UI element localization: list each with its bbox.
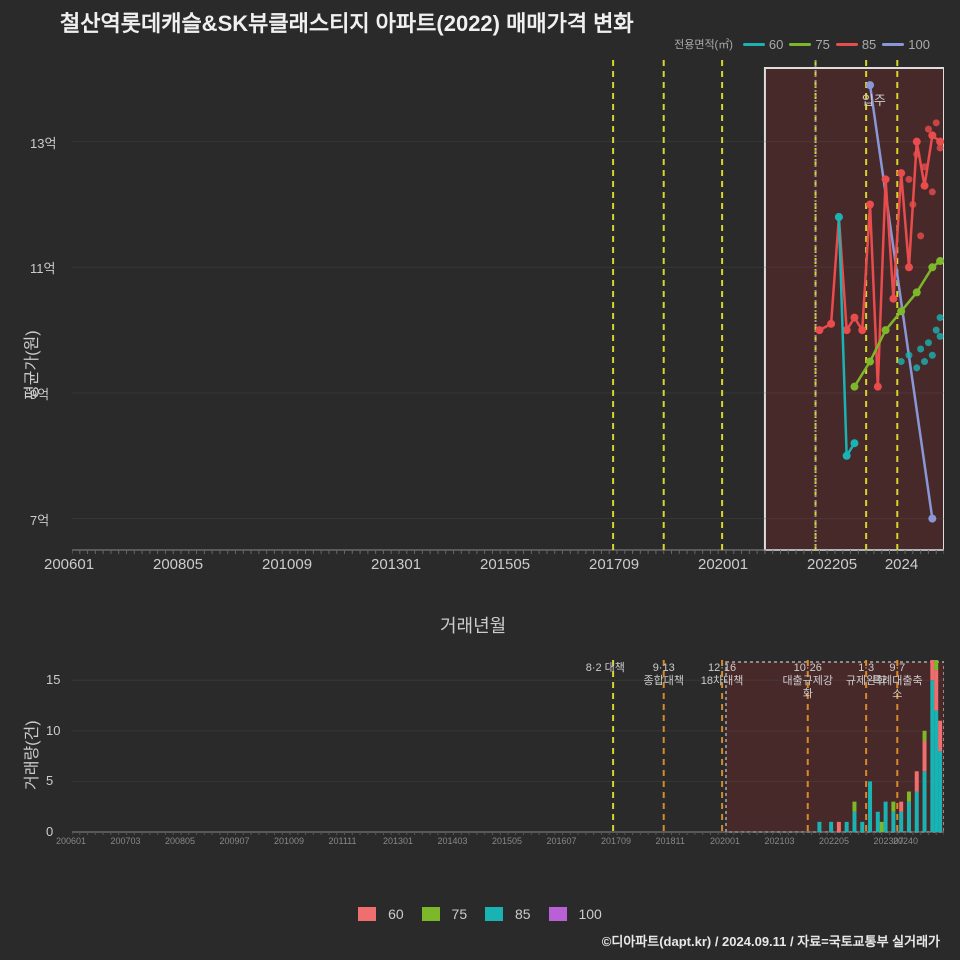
- credit-line: ©디아파트(dapt.kr) / 2024.09.11 / 자료=국토교통부 실…: [602, 931, 940, 950]
- legend-text-85: 85: [862, 37, 876, 52]
- policy-label: 9·7 특례대출축소: [869, 662, 925, 702]
- legend-item-85: 85: [836, 37, 876, 52]
- price-xlabel: 거래년월: [440, 612, 506, 638]
- xtick2: 201111: [329, 836, 357, 846]
- bot-legend-85: 85: [485, 906, 530, 922]
- legend-item-100: 100: [882, 37, 930, 52]
- legend-item-60: 60: [743, 37, 783, 52]
- xtick2: 201607: [547, 836, 577, 846]
- xtick2: 202205: [819, 836, 849, 846]
- xtick2: 202103: [765, 836, 795, 846]
- annot-moving-in: 입주: [862, 90, 886, 109]
- policy-label: 10·26 대출규제강화: [780, 662, 836, 702]
- xtick2: 201505: [492, 836, 522, 846]
- xtick2: 200703: [111, 836, 141, 846]
- xtick: 201009: [262, 556, 312, 573]
- legend-label: 전용면적(㎡): [674, 36, 733, 52]
- xtick2: 20240: [893, 836, 918, 846]
- swatch-60: [358, 907, 376, 921]
- xtick2: 201301: [383, 836, 413, 846]
- ytick2: 10: [46, 723, 60, 738]
- legend-text-60: 60: [769, 37, 783, 52]
- volume-ylabel: 거래량(건): [18, 720, 42, 790]
- bottom-legend: 60 75 85 100: [0, 906, 960, 922]
- xtick: 2024: [885, 556, 918, 573]
- legend-line-85: [836, 43, 858, 46]
- ytick: 11억: [30, 258, 55, 277]
- ytick2: 5: [46, 773, 53, 788]
- xtick: 202001: [698, 556, 748, 573]
- xtick2: 202001: [710, 836, 740, 846]
- xtick: 201709: [589, 556, 639, 573]
- policy-label: 9·13 종합대책: [636, 662, 692, 688]
- legend-text-75: 75: [815, 37, 829, 52]
- legend-text-100: 100: [908, 37, 930, 52]
- xtick2: 201709: [601, 836, 631, 846]
- xtick2: 201009: [274, 836, 304, 846]
- ytick: 9억: [30, 384, 49, 403]
- ytick2: 15: [46, 672, 60, 687]
- legend-line-60: [743, 43, 765, 46]
- xtick2: 200805: [165, 836, 195, 846]
- legend-item-75: 75: [789, 37, 829, 52]
- xtick2: 200907: [220, 836, 250, 846]
- policy-label: 8·2 대책: [577, 662, 633, 675]
- bot-legend-75: 75: [422, 906, 467, 922]
- xtick: 201505: [480, 556, 530, 573]
- xtick2: 201403: [438, 836, 468, 846]
- xtick: 200601: [44, 556, 94, 573]
- top-legend: 전용면적(㎡) 60 75 85 100: [674, 36, 930, 52]
- xtick: 201301: [371, 556, 421, 573]
- xtick2: 200601: [56, 836, 86, 846]
- swatch-85: [485, 907, 503, 921]
- price-chart-svg: [72, 60, 944, 570]
- legend-line-75: [789, 43, 811, 46]
- xtick2: 201811: [656, 836, 685, 846]
- swatch-75: [422, 907, 440, 921]
- xtick: 200805: [153, 556, 203, 573]
- bot-legend-100: 100: [549, 906, 602, 922]
- xtick: 202205: [807, 556, 857, 573]
- swatch-100: [549, 907, 567, 921]
- ytick2: 0: [46, 824, 53, 839]
- legend-line-100: [882, 43, 904, 46]
- ytick: 13억: [30, 133, 56, 152]
- price-chart: [72, 60, 944, 570]
- chart-title: 철산역롯데캐슬&SK뷰클래스티지 아파트(2022) 매매가격 변화: [60, 6, 634, 38]
- bot-legend-60: 60: [358, 906, 403, 922]
- policy-label: 12·16 18차대책: [694, 662, 750, 688]
- ytick: 7억: [30, 510, 49, 529]
